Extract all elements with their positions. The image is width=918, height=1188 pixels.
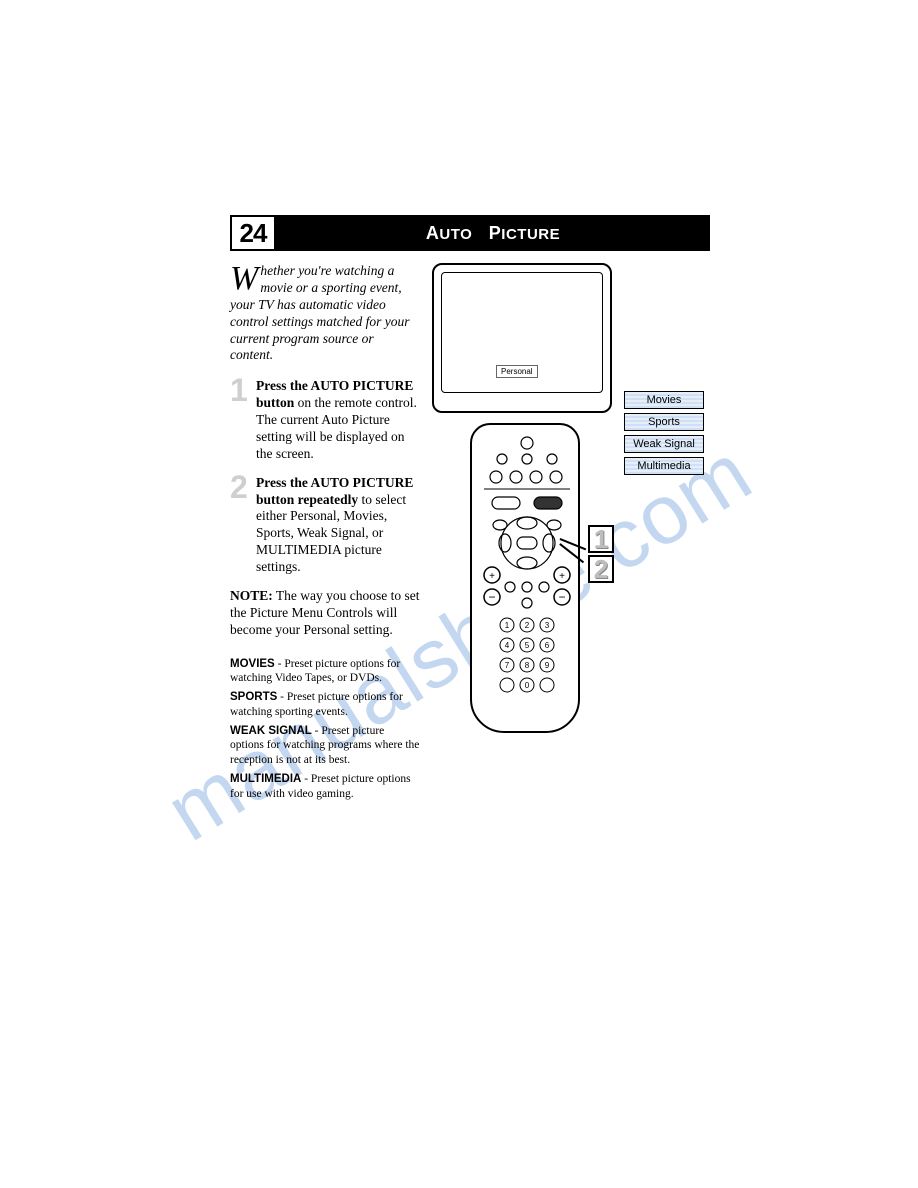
svg-text:8: 8	[525, 661, 530, 670]
definition-item: WEAK SIGNAL - Preset picture options for…	[230, 724, 420, 767]
svg-text:+: +	[559, 571, 565, 582]
mode-option: Sports	[624, 413, 704, 431]
mode-option: Weak Signal	[624, 435, 704, 453]
note-label: NOTE:	[230, 588, 273, 603]
note-paragraph: NOTE: The way you choose to set the Pict…	[230, 588, 420, 639]
section-title-bar: AUTO PICTURE	[276, 215, 710, 251]
tv-illustration: Personal	[432, 263, 612, 413]
svg-text:−: −	[488, 590, 495, 604]
svg-text:1: 1	[505, 621, 510, 630]
svg-text:6: 6	[545, 641, 550, 650]
svg-text:3: 3	[545, 621, 550, 630]
definition-item: MOVIES - Preset picture options for watc…	[230, 657, 420, 686]
svg-text:2: 2	[525, 621, 530, 630]
callout-1: 1	[588, 525, 614, 553]
definition-term: MULTIMEDIA	[230, 773, 301, 785]
mode-option: Movies	[624, 391, 704, 409]
svg-text:0: 0	[525, 681, 530, 690]
definition-item: MULTIMEDIA - Preset picture options for …	[230, 772, 420, 801]
definition-term: WEAK SIGNAL	[230, 725, 312, 737]
dropcap: W	[230, 263, 260, 293]
step-number: 2	[230, 471, 248, 503]
callout-2: 2	[588, 555, 614, 583]
svg-text:5: 5	[525, 641, 530, 650]
remote-illustration: + + − − 1 2 3	[470, 423, 580, 733]
title-part: A	[426, 223, 440, 243]
title-part: P	[489, 223, 502, 243]
illustration-column: Personal Movies Sports Weak Signal Multi…	[432, 263, 710, 806]
svg-text:−: −	[558, 590, 565, 604]
step-1: 1 Press the AUTO PICTURE button on the r…	[230, 378, 420, 462]
step-number: 1	[230, 374, 248, 406]
manual-page: 24 AUTO PICTURE Whether you're watching …	[230, 215, 710, 806]
page-number-box: 24	[230, 215, 276, 251]
svg-text:4: 4	[505, 641, 510, 650]
definitions-list: MOVIES - Preset picture options for watc…	[230, 657, 420, 801]
mode-options-list: Movies Sports Weak Signal Multimedia	[624, 391, 704, 479]
step-2: 2 Press the AUTO PICTURE button repeated…	[230, 475, 420, 576]
remote-svg: + + − − 1 2 3	[472, 425, 582, 735]
definition-term: SPORTS	[230, 691, 277, 703]
svg-text:+: +	[489, 571, 495, 582]
page-header: 24 AUTO PICTURE	[230, 215, 710, 251]
title-part: UTO	[439, 226, 472, 243]
content-row: Whether you're watching a movie or a spo…	[230, 263, 710, 806]
definition-term: MOVIES	[230, 658, 275, 670]
svg-text:7: 7	[505, 661, 510, 670]
svg-text:9: 9	[545, 661, 550, 670]
definition-item: SPORTS - Preset picture options for watc…	[230, 690, 420, 719]
mode-option: Multimedia	[624, 457, 704, 475]
intro-paragraph: Whether you're watching a movie or a spo…	[230, 263, 420, 364]
title-part: ICTURE	[501, 226, 560, 243]
tv-onscreen-label: Personal	[496, 365, 538, 378]
text-column: Whether you're watching a movie or a spo…	[230, 263, 420, 806]
